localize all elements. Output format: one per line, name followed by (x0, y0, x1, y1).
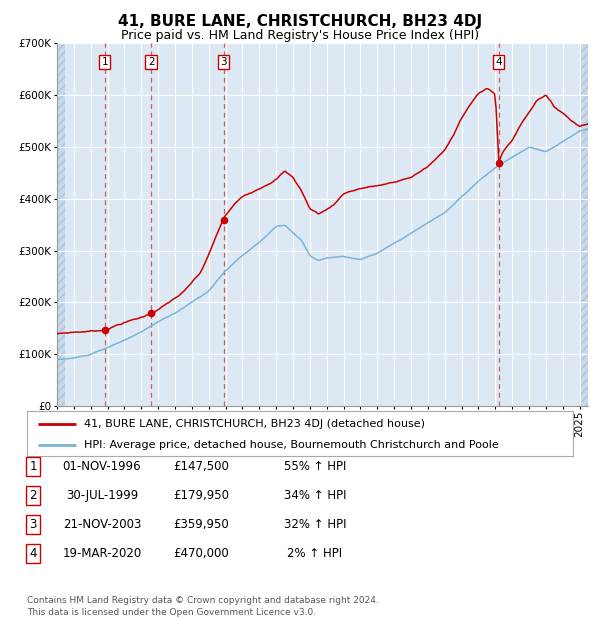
Text: 41, BURE LANE, CHRISTCHURCH, BH23 4DJ (detached house): 41, BURE LANE, CHRISTCHURCH, BH23 4DJ (d… (85, 418, 425, 428)
Text: Contains HM Land Registry data © Crown copyright and database right 2024.
This d: Contains HM Land Registry data © Crown c… (27, 596, 379, 617)
Text: 34% ↑ HPI: 34% ↑ HPI (284, 489, 346, 502)
Text: £470,000: £470,000 (173, 547, 229, 560)
Text: 4: 4 (29, 547, 37, 560)
Text: £179,950: £179,950 (173, 489, 229, 502)
Text: £147,500: £147,500 (173, 460, 229, 472)
Text: 3: 3 (29, 518, 37, 531)
Bar (581, 43, 590, 406)
Text: Price paid vs. HM Land Registry's House Price Index (HPI): Price paid vs. HM Land Registry's House … (121, 29, 479, 42)
Text: HPI: Average price, detached house, Bournemouth Christchurch and Poole: HPI: Average price, detached house, Bour… (85, 440, 499, 450)
Text: 30-JUL-1999: 30-JUL-1999 (66, 489, 138, 502)
Text: £359,950: £359,950 (173, 518, 229, 531)
Text: 4: 4 (496, 57, 502, 67)
Text: 1: 1 (101, 57, 108, 67)
Text: 32% ↑ HPI: 32% ↑ HPI (284, 518, 346, 531)
Text: 2: 2 (148, 57, 154, 67)
Bar (57, 43, 65, 406)
Text: 21-NOV-2003: 21-NOV-2003 (63, 518, 141, 531)
Text: 01-NOV-1996: 01-NOV-1996 (62, 460, 142, 472)
Text: 19-MAR-2020: 19-MAR-2020 (62, 547, 142, 560)
Text: 1: 1 (29, 460, 37, 472)
Text: 2% ↑ HPI: 2% ↑ HPI (287, 547, 343, 560)
Text: 3: 3 (220, 57, 227, 67)
Text: 55% ↑ HPI: 55% ↑ HPI (284, 460, 346, 472)
Text: 41, BURE LANE, CHRISTCHURCH, BH23 4DJ: 41, BURE LANE, CHRISTCHURCH, BH23 4DJ (118, 14, 482, 29)
Text: 2: 2 (29, 489, 37, 502)
